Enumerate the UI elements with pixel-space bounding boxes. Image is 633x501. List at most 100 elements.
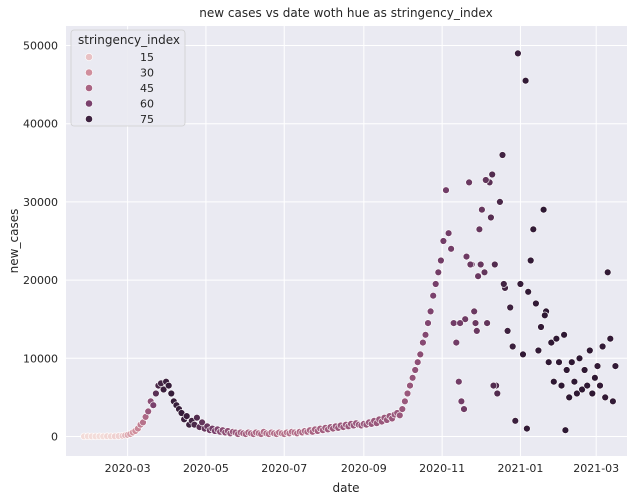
data-point bbox=[488, 170, 496, 179]
data-point bbox=[568, 358, 576, 366]
data-point bbox=[526, 256, 535, 265]
data-point bbox=[429, 292, 437, 300]
data-point bbox=[606, 335, 614, 343]
data-point bbox=[480, 268, 489, 276]
y-tick-label: 20000 bbox=[23, 274, 58, 287]
data-point bbox=[424, 319, 432, 327]
data-point bbox=[514, 49, 522, 58]
y-tick-label: 40000 bbox=[23, 118, 58, 131]
data-point bbox=[406, 381, 414, 390]
data-point bbox=[555, 358, 563, 366]
data-point bbox=[478, 206, 486, 214]
data-point bbox=[401, 397, 409, 405]
data-point bbox=[432, 280, 440, 288]
legend: stringency_index 15 30 45 60 75 bbox=[70, 29, 186, 127]
data-point bbox=[586, 346, 594, 355]
data-point bbox=[456, 319, 464, 327]
data-point bbox=[434, 268, 442, 276]
data-point bbox=[471, 319, 480, 327]
data-point bbox=[426, 307, 435, 316]
data-point bbox=[447, 245, 455, 253]
data-point bbox=[552, 335, 561, 343]
legend-label: 45 bbox=[140, 82, 154, 95]
data-point bbox=[491, 260, 499, 269]
data-point bbox=[509, 342, 517, 351]
legend-label: 15 bbox=[140, 51, 154, 64]
data-point bbox=[601, 393, 609, 402]
data-point bbox=[557, 381, 566, 390]
data-point bbox=[419, 338, 427, 347]
data-point bbox=[444, 229, 453, 237]
data-point bbox=[519, 350, 527, 359]
data-point bbox=[482, 176, 490, 184]
data-point bbox=[583, 381, 591, 390]
legend-label: 30 bbox=[140, 67, 154, 80]
data-point bbox=[521, 76, 530, 85]
data-point bbox=[523, 424, 531, 433]
data-point bbox=[455, 378, 463, 386]
legend-marker bbox=[85, 84, 93, 92]
data-point bbox=[496, 198, 504, 206]
x-tick-label: 2020-09 bbox=[341, 462, 387, 475]
data-point bbox=[609, 397, 617, 405]
x-axis-label: date bbox=[332, 481, 359, 495]
data-point bbox=[506, 303, 514, 312]
x-tick-label: 2020-03 bbox=[105, 462, 151, 475]
data-point bbox=[462, 252, 471, 261]
legend-marker bbox=[85, 99, 93, 108]
y-tick-label: 0 bbox=[51, 430, 58, 443]
data-point bbox=[575, 354, 584, 362]
data-point bbox=[565, 393, 573, 402]
data-point bbox=[466, 260, 475, 269]
data-point bbox=[475, 225, 484, 234]
data-point bbox=[503, 327, 512, 335]
data-point bbox=[588, 389, 596, 398]
data-point bbox=[493, 389, 501, 398]
data-point bbox=[578, 385, 586, 394]
data-point bbox=[149, 401, 158, 409]
data-point bbox=[477, 260, 485, 269]
data-point bbox=[489, 381, 498, 390]
data-point bbox=[529, 225, 537, 234]
data-point bbox=[550, 378, 558, 386]
data-point bbox=[524, 288, 532, 296]
legend-box bbox=[70, 29, 186, 127]
data-point bbox=[152, 389, 160, 398]
data-point bbox=[573, 389, 581, 398]
data-point bbox=[398, 405, 406, 413]
data-point bbox=[516, 280, 525, 288]
y-tick-label: 50000 bbox=[23, 40, 58, 53]
legend-title: stringency_index bbox=[78, 33, 180, 47]
data-point bbox=[483, 319, 491, 327]
data-point bbox=[591, 374, 599, 382]
data-point bbox=[452, 338, 460, 347]
data-point bbox=[408, 374, 417, 382]
data-point bbox=[598, 342, 607, 351]
data-point bbox=[416, 350, 424, 359]
y-tick-label: 10000 bbox=[23, 352, 58, 365]
legend-label: 60 bbox=[140, 98, 154, 111]
data-point bbox=[198, 418, 206, 427]
data-point bbox=[439, 237, 448, 245]
data-point bbox=[461, 315, 469, 323]
data-point bbox=[193, 414, 201, 422]
data-point bbox=[561, 426, 570, 434]
legend-marker bbox=[85, 115, 93, 123]
x-tick-label: 2020-11 bbox=[419, 462, 465, 475]
data-point bbox=[450, 319, 458, 327]
data-point bbox=[539, 206, 548, 214]
data-points bbox=[80, 49, 620, 441]
data-point bbox=[411, 366, 419, 374]
data-point bbox=[534, 346, 543, 355]
x-tick-label: 2020-07 bbox=[261, 462, 307, 475]
data-point bbox=[537, 323, 545, 331]
data-point bbox=[473, 327, 481, 335]
data-point bbox=[487, 213, 495, 222]
legend-marker bbox=[85, 53, 93, 61]
data-point bbox=[532, 299, 540, 308]
data-point bbox=[560, 331, 568, 339]
data-point bbox=[144, 407, 152, 416]
data-point bbox=[465, 178, 473, 187]
chart-title: new cases vs date woth hue as stringency… bbox=[199, 6, 492, 20]
